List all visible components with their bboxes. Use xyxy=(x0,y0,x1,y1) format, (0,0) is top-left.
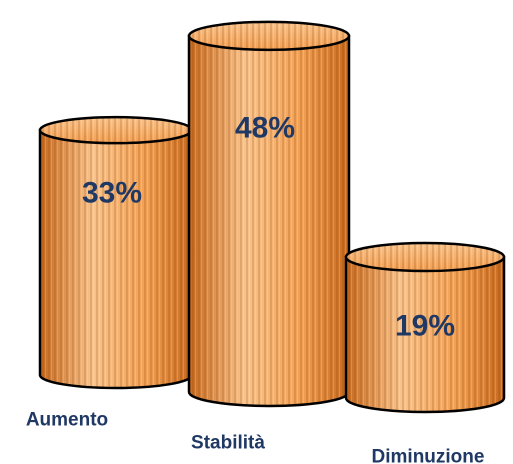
data-label: 19% xyxy=(395,310,455,343)
bar-diminuzione xyxy=(344,241,506,414)
data-label: 48% xyxy=(235,112,295,145)
bar-texture xyxy=(346,257,504,412)
bar-stabilit- xyxy=(187,20,351,408)
category-label: Aumento xyxy=(26,410,108,431)
bar-top-texture xyxy=(40,117,192,144)
bar-aumento xyxy=(38,115,194,390)
bar-texture xyxy=(40,130,192,388)
bar-top-outline xyxy=(344,241,506,273)
data-label: 33% xyxy=(82,177,142,210)
category-label: Diminuzione xyxy=(372,447,485,464)
labels-layer: 33% Aumento 48% Stabilità 19% Diminuzione xyxy=(26,112,485,464)
bar-top-outline xyxy=(187,20,351,52)
bar-top-texture xyxy=(189,21,349,50)
category-label: Stabilità xyxy=(191,433,265,454)
bars-layer xyxy=(38,20,506,414)
bar-texture xyxy=(189,35,349,407)
bar-top-texture xyxy=(346,243,504,272)
bar-outline xyxy=(344,255,506,414)
